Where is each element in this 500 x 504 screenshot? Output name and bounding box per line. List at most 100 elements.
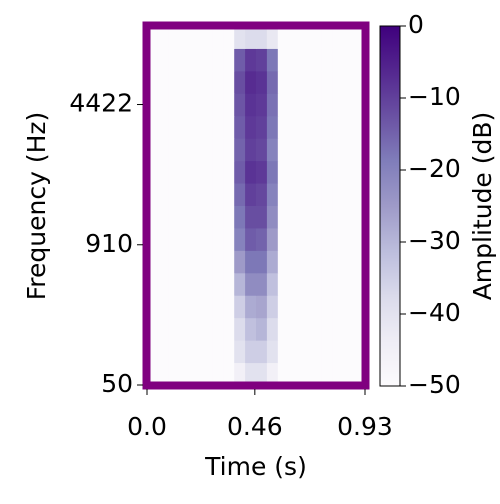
heatmap-cell — [201, 250, 213, 274]
heatmap-cell — [266, 295, 279, 319]
heatmap-cell — [201, 93, 213, 117]
heatmap-cell — [245, 183, 257, 206]
heatmap-cell — [212, 183, 224, 206]
heatmap-cell — [288, 340, 301, 364]
heatmap-cell — [168, 183, 181, 206]
heatmap-cell — [201, 317, 213, 341]
heatmap-cell — [234, 48, 246, 72]
heatmap-cell — [288, 272, 301, 296]
heatmap-cell — [266, 26, 279, 49]
heatmap-cell — [168, 272, 181, 296]
heatmap-cell — [354, 160, 366, 184]
heatmap-cell — [157, 272, 170, 296]
heatmap-cell — [256, 183, 268, 206]
heatmap-cell — [266, 48, 279, 72]
heatmap-cell — [256, 272, 268, 296]
heatmap-cell — [343, 295, 355, 319]
heatmap-cell — [343, 93, 355, 117]
heatmap-cell — [343, 340, 355, 364]
heatmap-cell — [299, 250, 311, 274]
heatmap-cell — [190, 48, 202, 72]
heatmap-cell — [354, 138, 366, 162]
heatmap-cell — [157, 295, 170, 319]
heatmap-cell — [321, 362, 333, 386]
heatmap-cell — [310, 70, 322, 94]
heatmap-cell — [168, 362, 181, 386]
heatmap-cell — [179, 26, 192, 49]
heatmap-cell — [343, 26, 355, 49]
heatmap-cell — [201, 26, 213, 49]
heatmap-cell — [157, 26, 170, 49]
heatmap-cell — [256, 48, 268, 72]
heatmap-cell — [223, 272, 235, 296]
heatmap-cell — [299, 205, 311, 229]
heatmap-cell — [321, 115, 333, 139]
heatmap-cell — [157, 70, 170, 94]
heatmap-cell — [157, 340, 170, 364]
heatmap-cell — [147, 48, 159, 72]
heatmap-cell — [212, 48, 224, 72]
heatmap-cell — [277, 70, 290, 94]
heatmap-cell — [223, 340, 235, 364]
heatmap-cell — [190, 295, 202, 319]
heatmap-cell — [310, 295, 322, 319]
heatmap-cell — [157, 93, 170, 117]
heatmap-cell — [179, 115, 192, 139]
heatmap-cell — [343, 250, 355, 274]
heatmap-cell — [212, 272, 224, 296]
y-tick-label: 4422 — [69, 89, 133, 118]
heatmap-cell — [277, 160, 290, 184]
heatmap-cell — [168, 93, 181, 117]
heatmap-cell — [343, 48, 355, 72]
heatmap-cell — [234, 340, 246, 364]
heatmap-cell — [190, 26, 202, 49]
heatmap-cell — [245, 138, 257, 162]
heatmap-cell — [277, 250, 290, 274]
heatmap-cell — [245, 70, 257, 94]
colorbar-label: Amplitude (dB) — [468, 112, 497, 301]
heatmap-cell — [168, 70, 181, 94]
heatmap-cell — [332, 70, 344, 94]
heatmap-cell — [223, 48, 235, 72]
heatmap-cell — [157, 205, 170, 229]
heatmap-cell — [157, 138, 170, 162]
heatmap-cell — [245, 340, 257, 364]
y-tick-label: 910 — [85, 229, 133, 258]
heatmap-cell — [266, 205, 279, 229]
heatmap-cell — [343, 115, 355, 139]
heatmap-cell — [332, 272, 344, 296]
heatmap-cell — [277, 362, 290, 386]
heatmap-cell — [245, 160, 257, 184]
heatmap-cell — [201, 115, 213, 139]
heatmap-cell — [201, 362, 213, 386]
heatmap-cell — [277, 340, 290, 364]
heatmap-cell — [179, 70, 192, 94]
heatmap-cell — [266, 250, 279, 274]
heatmap-cell — [256, 160, 268, 184]
plot-frame — [142, 21, 370, 390]
heatmap-cell — [157, 362, 170, 386]
heatmap-cell — [343, 70, 355, 94]
x-tick-label: 0.0 — [127, 412, 167, 441]
heatmap-cell — [212, 160, 224, 184]
heatmap-cell — [190, 340, 202, 364]
heatmap-cell — [256, 362, 268, 386]
heatmap-cell — [256, 26, 268, 49]
heatmap-cell — [179, 138, 192, 162]
heatmap-cell — [245, 205, 257, 229]
heatmap-cell — [310, 272, 322, 296]
heatmap-cell — [147, 272, 159, 296]
heatmap-cell — [179, 317, 192, 341]
heatmap-cell — [256, 295, 268, 319]
heatmap-cell — [277, 205, 290, 229]
heatmap-cell — [343, 183, 355, 206]
heatmap-cell — [190, 138, 202, 162]
heatmap-cell — [179, 93, 192, 117]
heatmap-cell — [321, 70, 333, 94]
heatmap-cell — [256, 205, 268, 229]
heatmap-cell — [299, 138, 311, 162]
heatmap-cell — [147, 317, 159, 341]
heatmap-cell — [321, 272, 333, 296]
heatmap-cell — [190, 70, 202, 94]
heatmap-cell — [288, 227, 301, 251]
